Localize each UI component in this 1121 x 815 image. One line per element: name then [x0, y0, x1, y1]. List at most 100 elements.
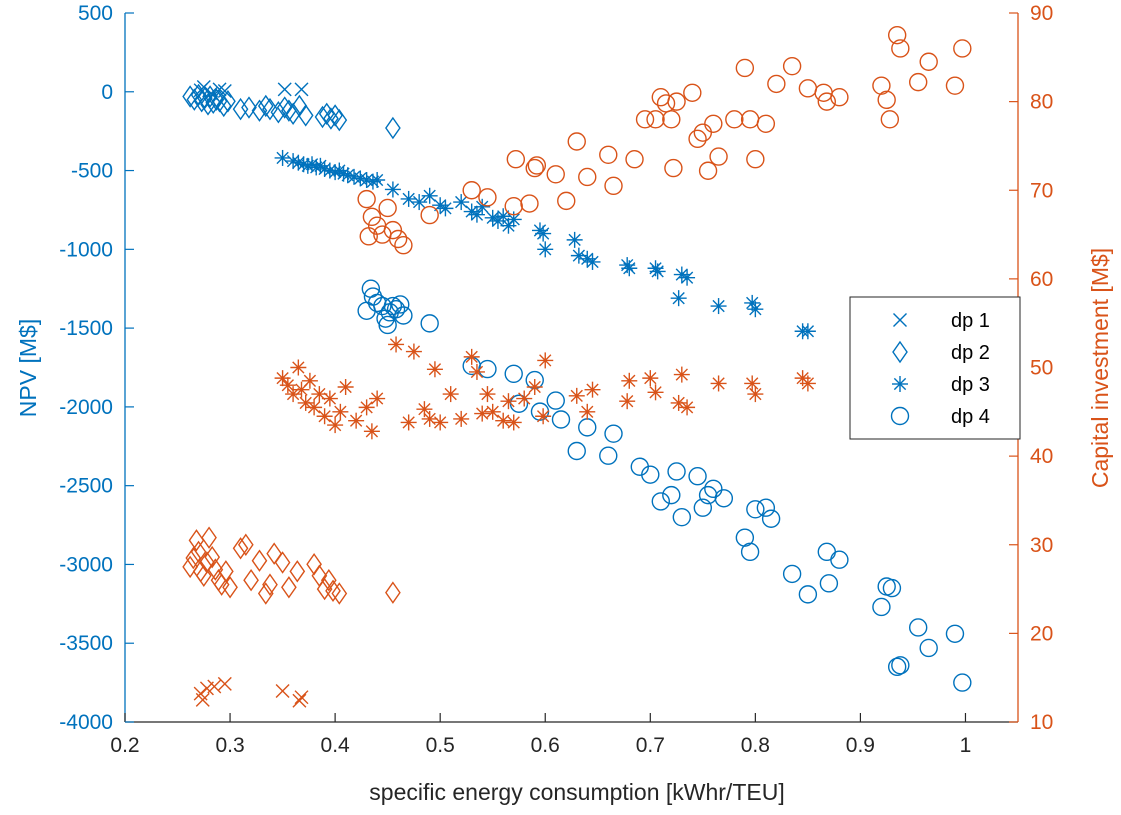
data-point-circle	[704, 479, 723, 499]
data-point-circle	[817, 92, 836, 111]
data-point-diamond	[331, 108, 348, 132]
data-point-diamond	[251, 549, 268, 572]
data-point-diamond	[289, 560, 306, 583]
x-tick-label: 0.3	[215, 734, 244, 757]
legend-marker-x	[893, 313, 907, 327]
data-point-asterisk	[744, 294, 761, 311]
data-point-x	[294, 82, 309, 97]
data-point-asterisk	[516, 390, 533, 407]
data-point-asterisk	[744, 375, 761, 392]
data-point-circle	[394, 235, 413, 255]
data-point-asterisk	[421, 187, 438, 204]
left-y-tick-label: -4000	[59, 711, 113, 734]
data-point-circle	[672, 507, 692, 527]
x-tick-label: 0.2	[110, 734, 139, 757]
x-tick-label: 0.7	[636, 734, 665, 757]
data-point-x	[207, 679, 222, 694]
data-point-circle	[391, 295, 410, 314]
series-dp1-right	[193, 676, 309, 708]
data-point-circle	[693, 498, 713, 517]
right-y-tick-label: 50	[1030, 357, 1053, 380]
data-point-circle	[462, 181, 481, 200]
data-point-asterisk	[297, 394, 314, 411]
data-point-asterisk	[306, 399, 323, 416]
data-point-asterisk	[348, 412, 365, 429]
data-point-circle	[709, 147, 728, 166]
data-point-circle	[530, 402, 550, 421]
data-point-diamond	[241, 96, 257, 119]
data-point-asterisk	[301, 372, 318, 389]
data-point-circle	[388, 229, 408, 249]
data-point-circle	[714, 489, 734, 508]
data-point-circle	[383, 220, 403, 240]
data-point-diamond	[281, 576, 297, 599]
data-point-asterisk	[799, 375, 816, 392]
data-point-diamond	[188, 529, 205, 552]
data-point-circle	[662, 485, 681, 505]
data-point-circle	[688, 129, 707, 149]
data-point-diamond	[266, 542, 283, 565]
data-point-asterisk	[400, 190, 417, 207]
data-point-circle	[704, 114, 723, 133]
left-y-tick-label: -1000	[59, 238, 113, 261]
data-point-circle	[746, 500, 765, 519]
data-point-diamond	[276, 96, 293, 119]
data-point-asterisk	[670, 290, 687, 307]
data-point-diamond	[385, 581, 401, 604]
data-point-circle	[646, 110, 665, 129]
data-point-circle	[908, 618, 928, 637]
data-point-circle	[394, 306, 413, 325]
data-point-diamond	[199, 551, 215, 574]
data-point-circle	[667, 462, 686, 481]
data-point-diamond	[220, 90, 236, 113]
data-point-asterisk	[621, 260, 638, 277]
data-point-circle	[814, 83, 833, 102]
data-point-circle	[740, 110, 760, 129]
data-point-asterisk	[321, 390, 338, 407]
data-point-asterisk	[337, 378, 354, 395]
data-point-asterisk	[566, 231, 583, 248]
data-point-circle	[756, 498, 776, 517]
data-point-asterisk	[747, 301, 764, 318]
data-point-asterisk	[474, 405, 491, 422]
data-point-diamond	[327, 104, 343, 127]
data-point-diamond	[274, 551, 291, 574]
data-point-diamond	[205, 91, 222, 115]
data-point-diamond	[385, 116, 401, 140]
data-point-circle	[478, 359, 497, 379]
data-point-asterisk	[505, 414, 522, 431]
data-point-circle	[953, 39, 972, 58]
data-point-asterisk	[468, 363, 485, 380]
x-tick-label: 0.8	[741, 734, 770, 757]
data-point-asterisk	[384, 181, 401, 198]
series-dp3-left	[274, 149, 816, 340]
data-point-diamond	[285, 102, 301, 126]
data-point-circle	[725, 110, 744, 129]
data-point-circle	[872, 76, 891, 95]
data-point-asterisk	[400, 414, 417, 431]
x-ticks: 0.2 0.3 0.4 0.5 0.6 0.7 0.8 0.9 1	[110, 713, 971, 757]
data-point-asterisk	[619, 393, 636, 410]
data-point-diamond	[201, 526, 217, 549]
data-point-diamond	[257, 94, 274, 118]
data-point-circle	[953, 673, 972, 692]
data-point-asterisk	[710, 298, 727, 315]
data-point-asterisk	[411, 194, 428, 211]
data-point-circle	[506, 150, 526, 169]
legend-label: dp 4	[951, 406, 990, 428]
data-point-asterisk	[426, 361, 443, 378]
data-point-asterisk	[484, 403, 501, 420]
legend-marker-circle	[890, 406, 910, 426]
data-point-diamond	[218, 560, 234, 583]
data-point-circle	[420, 314, 439, 333]
data-point-circle	[378, 315, 397, 335]
data-point-asterisk	[647, 384, 664, 401]
left-y-tick-label: -500	[71, 160, 113, 183]
data-point-circle	[891, 39, 910, 58]
data-point-asterisk	[369, 172, 386, 189]
data-point-asterisk	[495, 412, 512, 429]
markers-layer	[182, 25, 972, 708]
data-point-x	[277, 82, 292, 97]
data-point-asterisk	[358, 399, 375, 416]
